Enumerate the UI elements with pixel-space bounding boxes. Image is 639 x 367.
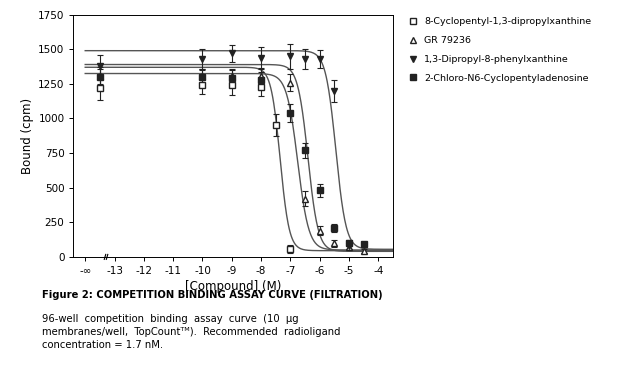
- Bar: [103, 254, 112, 257]
- Y-axis label: Bound (cpm): Bound (cpm): [21, 98, 34, 174]
- Text: Figure 2: COMPETITION BINDING ASSAY CURVE (FILTRATION): Figure 2: COMPETITION BINDING ASSAY CURV…: [42, 290, 382, 300]
- Legend: 8-Cyclopentyl-1,3-dipropylxanthine, GR 79236, 1,3-Dipropyl-8-phenylxanthine, 2-C: 8-Cyclopentyl-1,3-dipropylxanthine, GR 7…: [407, 17, 592, 83]
- Text: 96-well  competition  binding  assay  curve  (10  μg
membranes/well,  TopCountᵀᴹ: 96-well competition binding assay curve …: [42, 314, 340, 350]
- X-axis label: [Compound] (M): [Compound] (M): [185, 280, 281, 293]
